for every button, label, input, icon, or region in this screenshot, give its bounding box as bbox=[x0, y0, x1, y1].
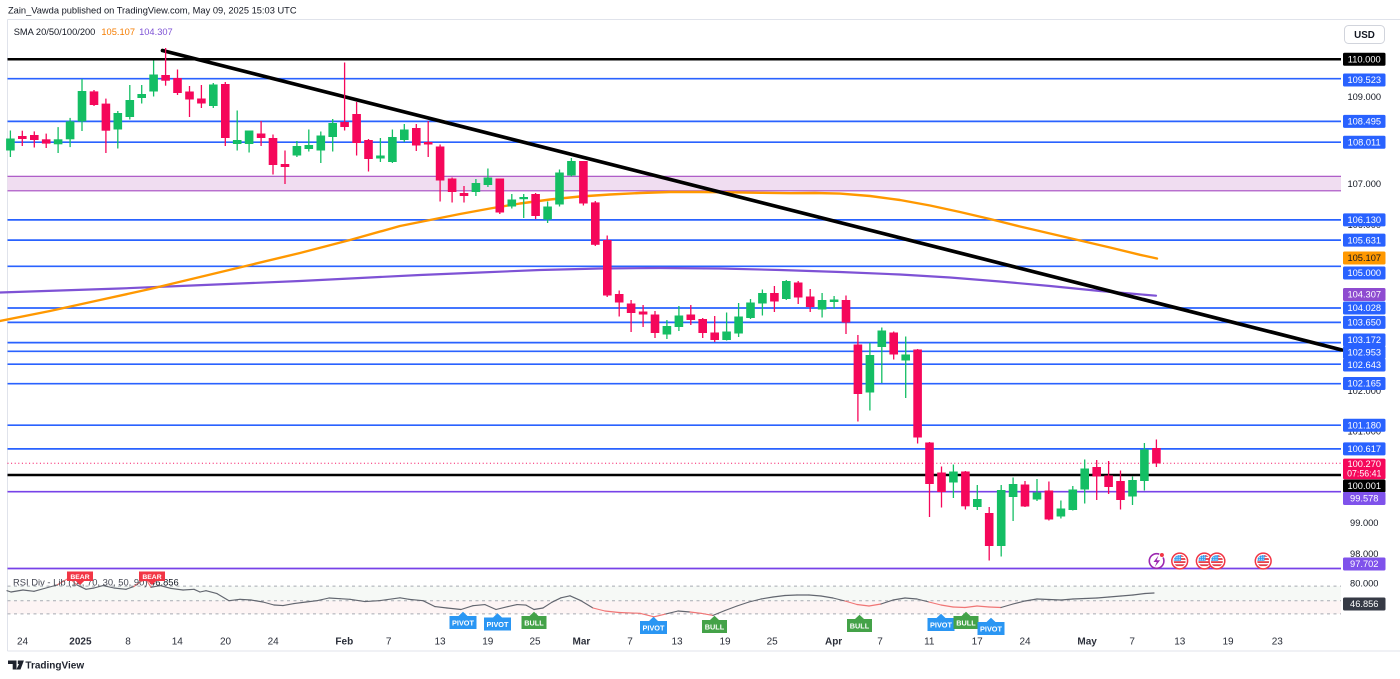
svg-text:19: 19 bbox=[719, 637, 731, 648]
svg-text:USD: USD bbox=[1354, 30, 1375, 41]
svg-text:100.270: 100.270 bbox=[1347, 459, 1381, 469]
svg-text:TradingView: TradingView bbox=[25, 661, 84, 672]
svg-text:108.011: 108.011 bbox=[1348, 137, 1381, 147]
svg-text:13: 13 bbox=[1174, 637, 1186, 648]
svg-text:99.578: 99.578 bbox=[1350, 494, 1378, 504]
svg-text:13: 13 bbox=[434, 637, 446, 648]
svg-text:May: May bbox=[1077, 637, 1097, 648]
svg-text:SMA 20/50/100/200: SMA 20/50/100/200 bbox=[14, 27, 96, 37]
svg-text:7: 7 bbox=[1129, 637, 1135, 648]
svg-text:24: 24 bbox=[17, 637, 29, 648]
svg-text:98.000: 98.000 bbox=[1350, 549, 1378, 559]
svg-text:Feb: Feb bbox=[335, 637, 353, 648]
svg-text:Apr: Apr bbox=[825, 637, 842, 648]
svg-text:PIVOT: PIVOT bbox=[487, 620, 509, 629]
svg-text:25: 25 bbox=[529, 637, 541, 648]
svg-text:102.643: 102.643 bbox=[1347, 360, 1381, 370]
svg-text:BEAR: BEAR bbox=[70, 574, 89, 581]
svg-text:BULL: BULL bbox=[956, 619, 976, 628]
svg-text:97.702: 97.702 bbox=[1350, 559, 1378, 569]
svg-text:108.495: 108.495 bbox=[1347, 117, 1381, 127]
svg-text:100.001: 100.001 bbox=[1347, 481, 1381, 491]
svg-text:25: 25 bbox=[767, 637, 779, 648]
svg-text:7: 7 bbox=[627, 637, 633, 648]
svg-text:PIVOT: PIVOT bbox=[930, 621, 952, 630]
svg-text:PIVOT: PIVOT bbox=[452, 619, 474, 628]
svg-text:8: 8 bbox=[125, 637, 131, 648]
svg-text:07:56:41: 07:56:41 bbox=[1347, 469, 1381, 479]
svg-text:103.172: 103.172 bbox=[1347, 335, 1381, 345]
svg-text:105.107: 105.107 bbox=[101, 27, 135, 37]
svg-text:13: 13 bbox=[671, 637, 683, 648]
svg-text:105.000: 105.000 bbox=[1347, 268, 1381, 278]
svg-text:7: 7 bbox=[386, 637, 392, 648]
svg-text:17: 17 bbox=[972, 637, 984, 648]
svg-text:102.000: 102.000 bbox=[1347, 386, 1381, 396]
svg-text:RSI Div - Lib (14, 70, 30, 50,: RSI Div - Lib (14, 70, 30, 50, 90) 46.85… bbox=[13, 577, 179, 588]
svg-text:BULL: BULL bbox=[850, 622, 870, 631]
svg-text:20: 20 bbox=[220, 637, 232, 648]
svg-text:110.000: 110.000 bbox=[1348, 55, 1381, 65]
svg-text:100.617: 100.617 bbox=[1347, 444, 1381, 454]
svg-text:101.180: 101.180 bbox=[1347, 420, 1381, 430]
svg-text:102.953: 102.953 bbox=[1347, 348, 1381, 358]
svg-text:Zain_Vawda published on Tradin: Zain_Vawda published on TradingView.com,… bbox=[8, 6, 297, 16]
svg-text:104.307: 104.307 bbox=[139, 27, 173, 37]
svg-text:105.107: 105.107 bbox=[1347, 253, 1381, 263]
svg-text:23: 23 bbox=[1272, 637, 1284, 648]
svg-text:PIVOT: PIVOT bbox=[980, 625, 1002, 634]
svg-text:80.000: 80.000 bbox=[1350, 579, 1378, 589]
svg-text:24: 24 bbox=[268, 637, 280, 648]
svg-text:106.130: 106.130 bbox=[1347, 215, 1381, 225]
svg-text:109.000: 109.000 bbox=[1347, 92, 1381, 102]
svg-text:11: 11 bbox=[924, 637, 935, 648]
svg-text:PIVOT: PIVOT bbox=[643, 624, 665, 633]
svg-text:7: 7 bbox=[877, 637, 883, 648]
svg-text:BEAR: BEAR bbox=[142, 574, 161, 581]
svg-text:46.856: 46.856 bbox=[1350, 599, 1378, 609]
svg-text:14: 14 bbox=[172, 637, 184, 648]
svg-text:109.523: 109.523 bbox=[1347, 75, 1381, 85]
svg-text:19: 19 bbox=[1222, 637, 1234, 648]
svg-text:102.165: 102.165 bbox=[1347, 379, 1381, 389]
svg-text:104.028: 104.028 bbox=[1347, 303, 1381, 313]
svg-text:107.000: 107.000 bbox=[1347, 179, 1381, 189]
svg-text:24: 24 bbox=[1019, 637, 1031, 648]
svg-text:BULL: BULL bbox=[524, 619, 544, 628]
svg-text:105.631: 105.631 bbox=[1347, 235, 1381, 245]
svg-text:19: 19 bbox=[482, 637, 494, 648]
svg-text:99.000: 99.000 bbox=[1350, 518, 1378, 528]
svg-text:104.307: 104.307 bbox=[1347, 290, 1381, 300]
svg-text:BULL: BULL bbox=[705, 623, 725, 632]
svg-text:Mar: Mar bbox=[573, 637, 591, 648]
svg-text:103.650: 103.650 bbox=[1347, 318, 1381, 328]
svg-text:2025: 2025 bbox=[69, 637, 92, 648]
